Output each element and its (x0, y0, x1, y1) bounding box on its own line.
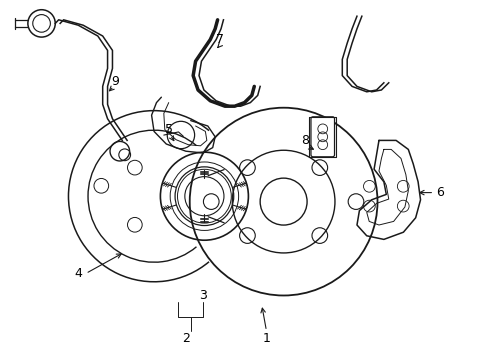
Text: 3: 3 (199, 289, 206, 302)
Text: 7: 7 (216, 33, 224, 46)
FancyBboxPatch shape (310, 117, 334, 157)
Text: 2: 2 (182, 332, 189, 345)
Text: 6: 6 (435, 186, 443, 199)
Text: 9: 9 (111, 75, 119, 87)
Text: 5: 5 (164, 123, 172, 136)
Text: 4: 4 (74, 267, 82, 280)
Text: 8: 8 (301, 134, 309, 147)
Text: 1: 1 (262, 332, 270, 345)
